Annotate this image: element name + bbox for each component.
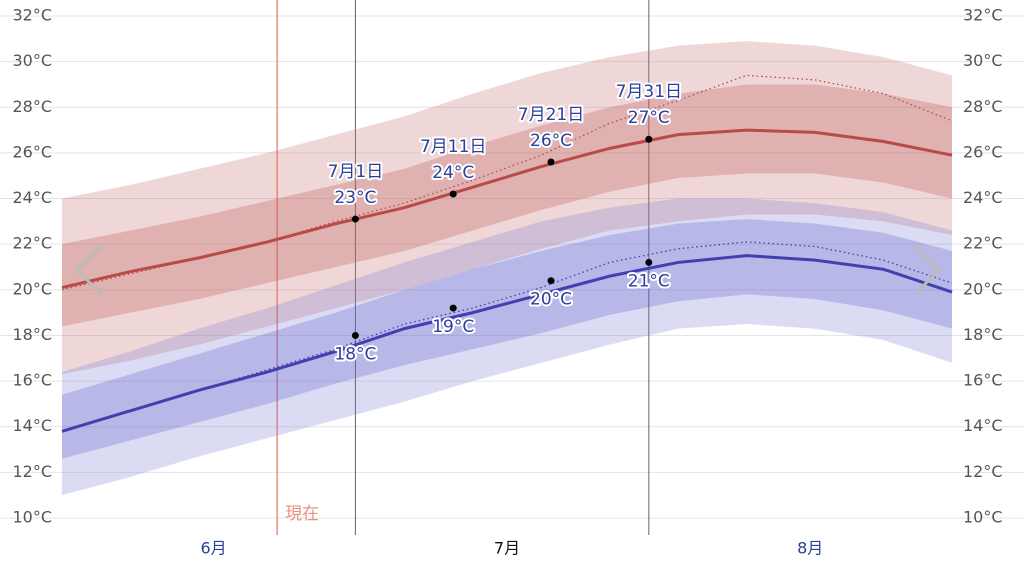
high-label: 23°C (334, 188, 376, 208)
date-label: 7月21日 (518, 105, 584, 125)
y-tick-label: 32°C (12, 6, 52, 25)
low-point (547, 277, 555, 285)
y-tick-label: 24°C (12, 188, 52, 207)
y2-tick-label: 16°C (963, 371, 1003, 390)
high-label: 24°C (432, 163, 474, 183)
date-label: 7月31日 (616, 82, 682, 102)
y2-tick-label: 14°C (963, 416, 1003, 435)
y-tick-label: 28°C (12, 97, 52, 116)
y-tick-label: 20°C (12, 279, 52, 298)
median-line (61, 254, 953, 433)
low-label: 18°C (334, 344, 376, 364)
y2-tick-label: 18°C (963, 325, 1003, 344)
band (62, 41, 952, 375)
high-point (351, 215, 359, 223)
low-label: 20°C (530, 290, 572, 310)
y-tick-label: 30°C (12, 51, 52, 70)
y2-tick-label: 30°C (963, 51, 1003, 70)
y2-tick-label: 12°C (963, 462, 1003, 481)
y2-tick-label: 22°C (963, 234, 1003, 253)
date-label: 7月1日 (328, 162, 384, 182)
prev-arrow[interactable] (74, 244, 103, 296)
y-tick-label: 26°C (12, 142, 52, 161)
low-point (645, 258, 653, 266)
high-label: 26°C (530, 131, 572, 151)
low-label: 21°C (628, 271, 670, 291)
x-tick-label: 8月 (797, 539, 823, 558)
low-point (351, 331, 359, 339)
high-point (449, 190, 457, 198)
y-tick-label: 16°C (12, 371, 52, 390)
x-tick-label: 6月 (200, 539, 226, 558)
y2-tick-label: 26°C (963, 142, 1003, 161)
band (62, 84, 952, 327)
x-tick-label: 7月 (494, 539, 520, 558)
next-arrow[interactable] (913, 244, 942, 296)
y-tick-label: 14°C (12, 416, 52, 435)
y2-tick-label: 24°C (963, 188, 1003, 207)
low-point (449, 304, 457, 312)
low-label: 19°C (432, 317, 474, 337)
y-tick-label: 12°C (12, 462, 52, 481)
median-line (61, 128, 953, 289)
now-label: 現在 (285, 504, 319, 524)
band (62, 219, 952, 459)
y2-tick-label: 32°C (963, 6, 1003, 25)
band (62, 198, 952, 496)
high-point (547, 158, 555, 166)
date-label: 7月11日 (420, 137, 486, 157)
y-tick-label: 22°C (12, 234, 52, 253)
mean-line (61, 241, 953, 432)
y-tick-label: 18°C (12, 325, 52, 344)
y2-tick-label: 28°C (963, 97, 1003, 116)
high-point (645, 135, 653, 143)
high-label: 27°C (628, 108, 670, 128)
y2-tick-label: 10°C (963, 508, 1003, 527)
y2-tick-label: 20°C (963, 279, 1003, 298)
y-tick-label: 10°C (12, 508, 52, 527)
